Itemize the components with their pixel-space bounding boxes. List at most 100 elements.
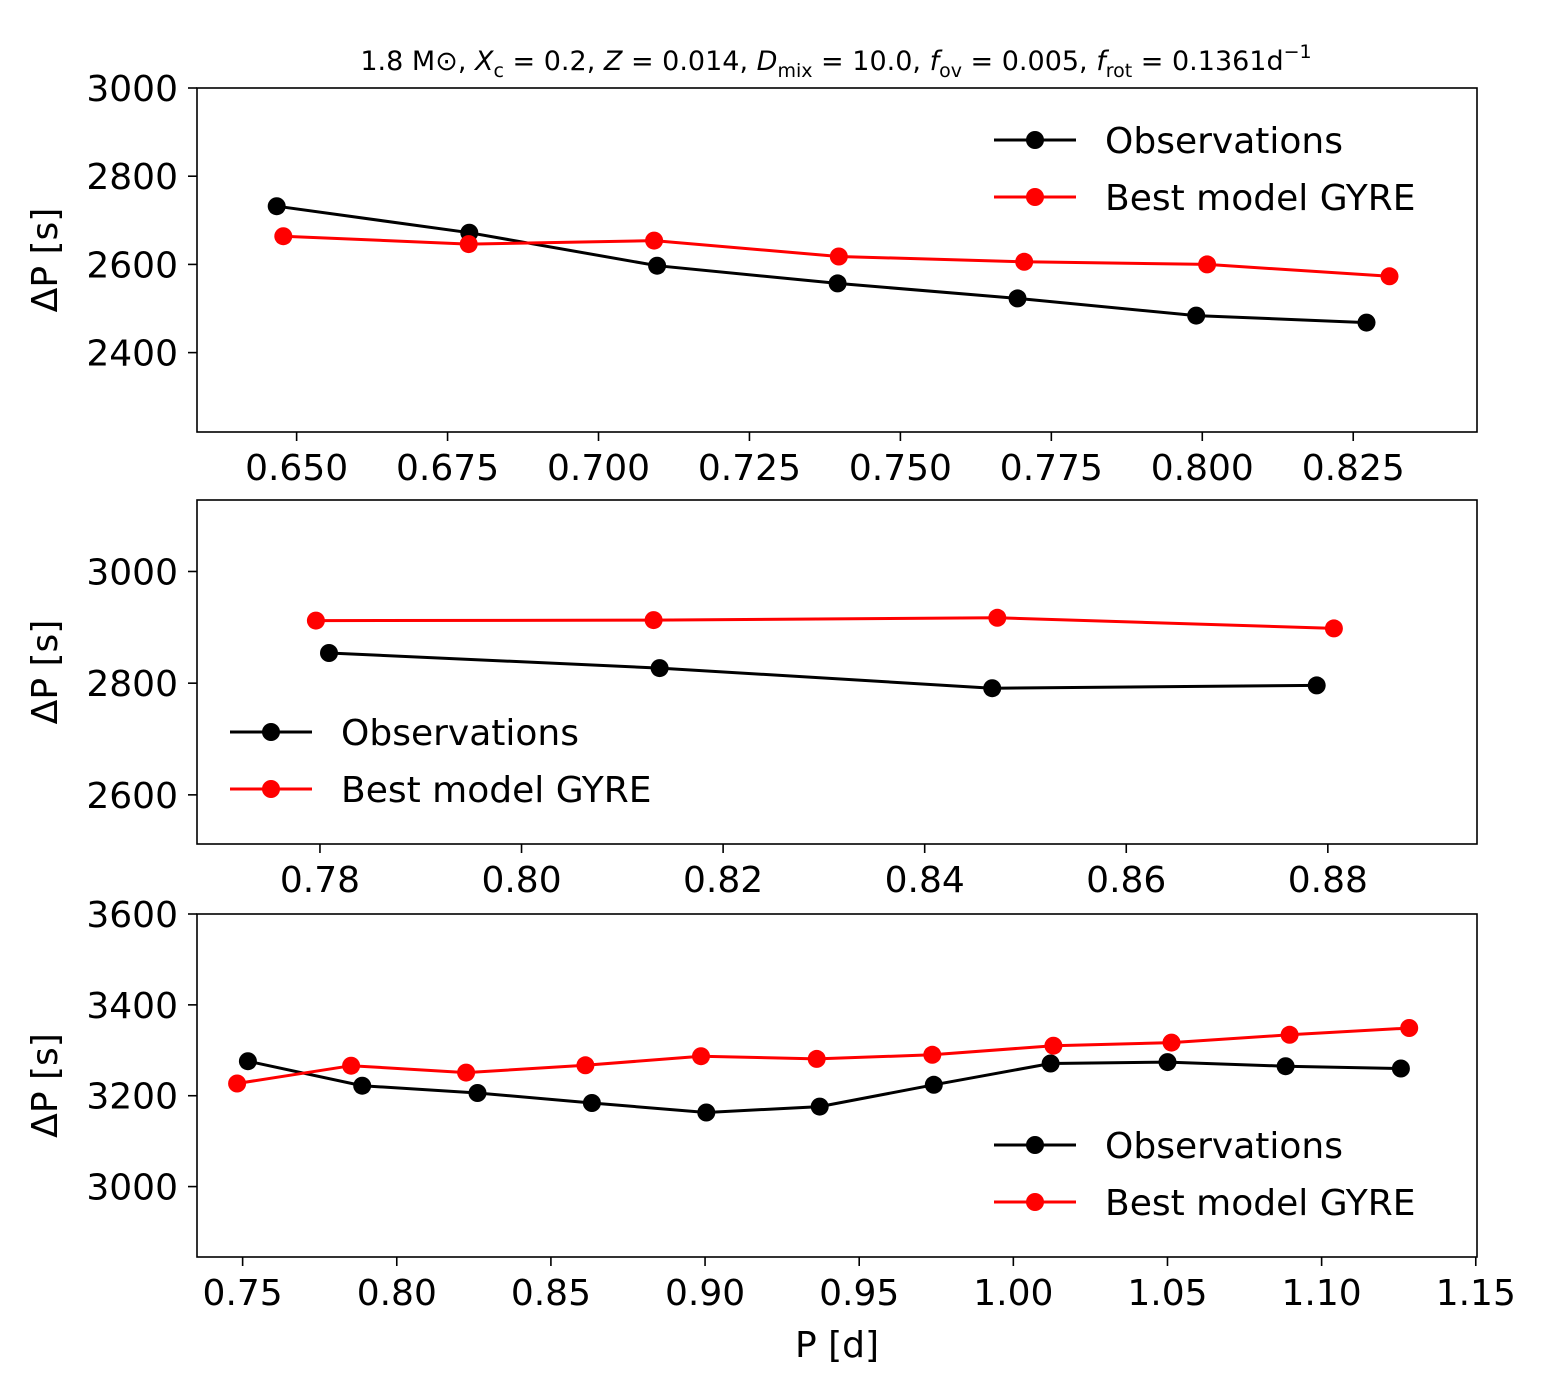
data-point-model (1044, 1036, 1063, 1055)
y-tick-label: 2600 (86, 245, 178, 286)
x-tick-label: 1.00 (973, 1273, 1053, 1314)
x-tick-label: 0.80 (481, 860, 561, 901)
data-point-model (228, 1074, 247, 1093)
panel-1: 0.650 0.675 0.700 0.725 0.750 0.775 0.800 0.825… (25, 69, 1478, 489)
data-point-model (274, 227, 293, 246)
legend-label-model: Best model GYRE (1105, 178, 1416, 219)
data-point-model (1280, 1025, 1299, 1044)
data-point-model (1015, 252, 1034, 271)
data-point-observations (238, 1052, 257, 1071)
x-tick-label: 0.85 (511, 1273, 591, 1314)
data-point-model (459, 235, 478, 254)
y-tick-label: 3000 (86, 552, 178, 593)
data-point-model (692, 1047, 710, 1066)
panel-3: 0.75 0.80 0.85 0.90 0.95 1.00 1.05 1.10 1.15 3000… (25, 895, 1516, 1366)
legend-marker (1026, 188, 1044, 206)
data-point-observations (1276, 1057, 1295, 1076)
legend-marker (1026, 1193, 1044, 1211)
y-axis-label: ΔP [s] (25, 620, 66, 725)
x-tick-label: 0.88 (1288, 860, 1368, 901)
data-point-model (1198, 255, 1217, 274)
y-tick-label: 3600 (86, 895, 178, 936)
data-point-observations (650, 659, 669, 678)
data-point-model (1324, 619, 1343, 638)
data-point-observations (267, 197, 286, 216)
data-point-observations (810, 1097, 829, 1116)
data-point-observations (1307, 676, 1326, 695)
legend-marker (1026, 1136, 1044, 1154)
data-point-observations (983, 679, 1002, 698)
x-tick-label: 0.86 (1086, 860, 1166, 901)
legend-marker (262, 723, 280, 741)
legend-label-observations: Observations (1105, 1126, 1343, 1167)
x-tick-label: 0.650 (245, 448, 348, 489)
data-point-model (1400, 1019, 1419, 1037)
x-tick-label: 0.675 (396, 448, 499, 489)
y-tick-label: 2800 (86, 157, 178, 198)
x-tick-label: 0.82 (683, 860, 763, 901)
data-point-model (342, 1056, 361, 1075)
data-point-observations (582, 1094, 601, 1112)
x-tick-label: 1.15 (1436, 1273, 1516, 1314)
legend-label-model: Best model GYRE (341, 770, 652, 811)
data-point-model (1162, 1033, 1181, 1052)
data-point-observations (353, 1076, 372, 1095)
data-point-observations (1187, 306, 1206, 325)
data-point-model (829, 247, 848, 266)
x-tick-label: 0.825 (1302, 448, 1405, 489)
panel-2: 0.78 0.80 0.82 0.84 0.86 0.88 2600 2800 3000 ΔP [… (25, 499, 1478, 901)
data-point-model (644, 611, 663, 630)
x-tick-label: 0.78 (280, 860, 360, 901)
y-tick-label: 2800 (86, 664, 178, 705)
x-tick-label: 1.10 (1282, 1273, 1362, 1314)
series-line-observations (328, 651, 1317, 690)
data-point-observations (697, 1103, 716, 1122)
data-point-observations (1391, 1059, 1410, 1078)
y-tick-label: 3400 (86, 986, 178, 1027)
x-tick-label: 0.700 (547, 448, 650, 489)
x-axis-label: P [d] (795, 1325, 879, 1366)
data-point-model (807, 1049, 826, 1068)
figure-title: 1.8 M⊙, Xc = 0.2, Z = 0.014, Dmix = 10.0… (360, 41, 1311, 82)
y-tick-label: 2600 (86, 776, 178, 817)
y-tick-label: 3200 (86, 1077, 178, 1118)
data-point-observations (828, 274, 847, 293)
plot-frame (196, 87, 1478, 433)
x-tick-label: 0.84 (885, 860, 965, 901)
legend-label-observations: Observations (1105, 121, 1343, 162)
x-tick-label: 0.80 (357, 1273, 437, 1314)
x-tick-label: 0.800 (1151, 448, 1254, 489)
x-tick-label: 0.95 (819, 1273, 899, 1314)
x-tick-label: 0.725 (698, 448, 801, 489)
data-point-model (457, 1063, 476, 1082)
data-point-observations (1357, 313, 1376, 332)
data-point-observations (648, 256, 667, 275)
data-point-model (923, 1045, 942, 1064)
legend-label-model: Best model GYRE (1105, 1183, 1416, 1224)
data-point-model (306, 611, 325, 630)
x-tick-label: 1.05 (1127, 1273, 1207, 1314)
plot-frame (196, 499, 1478, 845)
y-axis-label: ΔP [s] (25, 208, 66, 313)
y-axis-label: ΔP [s] (25, 1033, 66, 1138)
x-tick-label: 0.750 (849, 448, 952, 489)
data-point-observations (468, 1084, 487, 1102)
plot-frame (196, 913, 1478, 1258)
x-tick-label: 0.90 (665, 1273, 745, 1314)
series-line-model (315, 616, 1334, 630)
data-point-model (988, 608, 1007, 627)
y-tick-label: 2400 (86, 334, 178, 375)
legend-label-observations: Observations (341, 713, 579, 754)
x-tick-label: 0.775 (1000, 448, 1103, 489)
data-point-observations (1041, 1054, 1060, 1073)
x-tick-label: 0.75 (203, 1273, 283, 1314)
legend-marker (1026, 131, 1044, 149)
data-point-observations (924, 1075, 943, 1094)
data-point-model (645, 231, 664, 250)
data-point-observations (1008, 289, 1027, 308)
data-point-observations (1158, 1053, 1177, 1072)
data-point-model (1380, 267, 1399, 286)
legend-marker (262, 780, 280, 798)
y-tick-label: 3000 (86, 69, 178, 110)
